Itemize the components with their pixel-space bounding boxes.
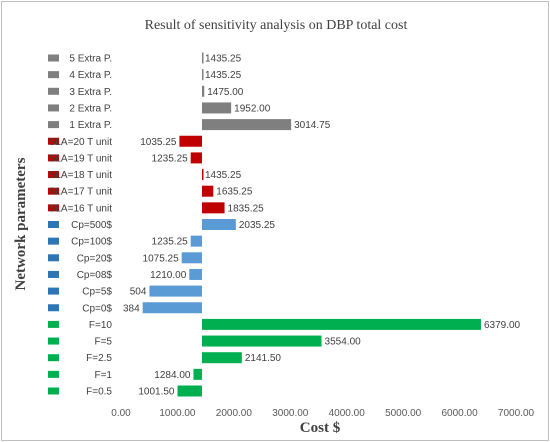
category-marker-14 xyxy=(48,287,59,295)
category-marker-9 xyxy=(48,204,59,212)
value-label-1: 1435.25 xyxy=(205,70,242,81)
bar-15 xyxy=(142,302,202,314)
bar-20 xyxy=(177,385,202,397)
category-marker-12 xyxy=(48,254,59,262)
category-label-13: Cp=08$ xyxy=(77,270,113,281)
category-marker-6 xyxy=(48,154,59,162)
category-marker-15 xyxy=(48,304,59,312)
category-label-10: Cp=500$ xyxy=(71,220,112,231)
category-label-14: Cp=5$ xyxy=(82,287,112,298)
x-tick-layer: 0.00 1000.00 2000.00 3000.00 4000.00 5000.00 6… xyxy=(111,408,534,419)
category-marker-7 xyxy=(48,171,59,179)
bar-8 xyxy=(201,185,214,197)
value-label-13: 1210.00 xyxy=(150,270,187,281)
bar-16 xyxy=(201,318,481,330)
bar-14 xyxy=(149,285,202,297)
category-marker-17 xyxy=(48,337,59,345)
category-marker-19 xyxy=(48,370,59,378)
value-label-9: 1835.25 xyxy=(228,203,265,214)
category-label-5: SLA=20 T unit xyxy=(49,137,113,148)
category-marker-4 xyxy=(48,121,59,129)
category-marker-20 xyxy=(48,387,59,395)
bar-2 xyxy=(201,85,205,97)
category-label-0: 5 Extra P. xyxy=(69,54,112,65)
value-label-19: 1284.00 xyxy=(154,370,191,381)
x-tick-0: 0.00 xyxy=(111,408,131,419)
bar-5 xyxy=(179,135,202,147)
category-label-18: F=2.5 xyxy=(86,353,112,364)
value-label-5: 1035.25 xyxy=(140,137,177,148)
bars-layer: 5 Extra P. 1435.25 4 Extra P. 1435.25 3 Extr… xyxy=(48,52,521,398)
category-marker-16 xyxy=(48,320,59,328)
bar-7 xyxy=(201,169,204,181)
bar-9 xyxy=(201,202,225,214)
category-label-7: SLA=18 T unit xyxy=(49,170,113,181)
category-label-17: F=5 xyxy=(94,337,112,348)
y-axis-title: Network parameters xyxy=(13,157,29,290)
category-label-15: Cp=0$ xyxy=(82,303,112,314)
category-label-2: 3 Extra P. xyxy=(69,87,112,98)
value-label-14: 504 xyxy=(130,287,147,298)
bar-3 xyxy=(201,102,232,114)
category-marker-18 xyxy=(48,354,59,362)
value-label-0: 1435.25 xyxy=(205,54,242,65)
category-label-12: Cp=20$ xyxy=(77,253,113,264)
x-axis-title: Cost $ xyxy=(300,420,341,436)
value-label-12: 1075.25 xyxy=(143,253,180,264)
bar-6 xyxy=(190,152,202,164)
value-label-8: 1635.25 xyxy=(216,187,253,198)
value-label-10: 2035.25 xyxy=(239,220,276,231)
x-tick-7: 7000.00 xyxy=(498,408,535,419)
bar-11 xyxy=(190,235,202,247)
category-marker-1 xyxy=(48,71,59,79)
value-label-15: 384 xyxy=(123,303,140,314)
value-label-17: 3554.00 xyxy=(325,337,362,348)
category-label-6: SLA=19 T unit xyxy=(49,153,113,164)
bar-0 xyxy=(201,52,204,64)
value-label-18: 2141.50 xyxy=(245,353,282,364)
bar-13 xyxy=(189,268,202,280)
category-label-16: F=10 xyxy=(89,320,113,331)
category-marker-0 xyxy=(48,54,59,62)
value-label-7: 1435.25 xyxy=(205,170,242,181)
value-label-3: 1952.00 xyxy=(234,103,271,114)
category-marker-8 xyxy=(48,187,59,195)
category-marker-3 xyxy=(48,104,59,112)
bar-17 xyxy=(201,335,322,347)
bar-4 xyxy=(201,119,292,131)
value-label-20: 1001.50 xyxy=(138,387,175,398)
bar-1 xyxy=(201,69,204,81)
category-label-3: 2 Extra P. xyxy=(69,103,112,114)
category-label-19: F=1 xyxy=(94,370,112,381)
chart-title: Result of sensitivity analysis on DBP to… xyxy=(145,18,408,33)
bar-19 xyxy=(193,368,202,380)
category-marker-5 xyxy=(48,137,59,145)
category-label-8: SLA=17 T unit xyxy=(49,187,113,198)
bar-18 xyxy=(201,352,242,364)
category-marker-11 xyxy=(48,237,59,245)
value-label-16: 6379.00 xyxy=(484,320,521,331)
category-label-9: SLA=16 T unit xyxy=(49,203,113,214)
x-tick-2: 2000.00 xyxy=(216,408,253,419)
x-tick-1: 1000.00 xyxy=(159,408,196,419)
value-label-2: 1475.00 xyxy=(207,87,244,98)
category-marker-2 xyxy=(48,87,59,95)
x-tick-5: 5000.00 xyxy=(385,408,422,419)
x-tick-6: 6000.00 xyxy=(441,408,478,419)
category-label-11: Cp=100$ xyxy=(71,237,112,248)
x-tick-3: 3000.00 xyxy=(272,408,309,419)
x-tick-4: 4000.00 xyxy=(329,408,366,419)
category-label-1: 4 Extra P. xyxy=(69,70,112,81)
category-marker-10 xyxy=(48,221,59,228)
value-label-4: 3014.75 xyxy=(294,120,331,131)
category-label-4: 1 Extra P. xyxy=(69,120,112,131)
value-label-11: 1235.25 xyxy=(152,237,189,248)
category-label-20: F=0.5 xyxy=(86,387,112,398)
category-marker-13 xyxy=(48,270,59,278)
bar-12 xyxy=(181,252,202,264)
bar-10 xyxy=(201,219,236,230)
value-label-6: 1235.25 xyxy=(152,153,189,164)
